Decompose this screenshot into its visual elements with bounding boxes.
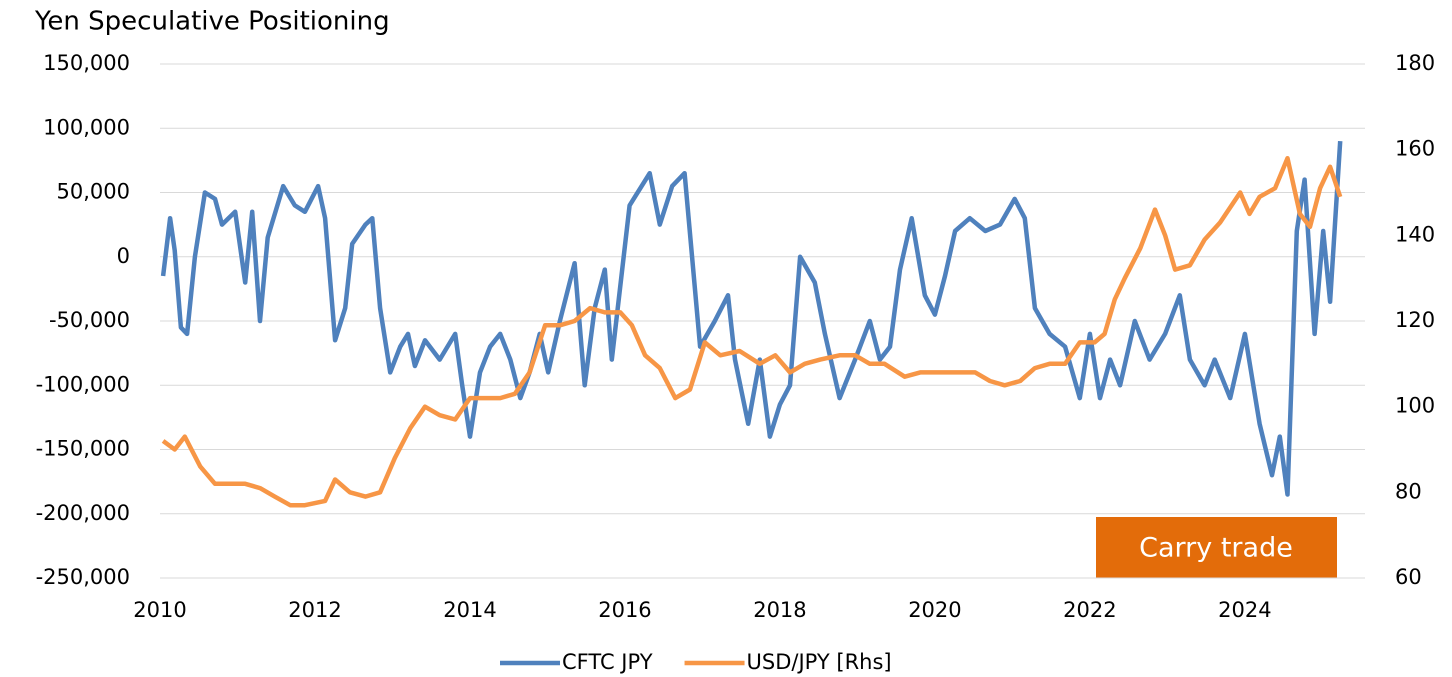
y-tick-label: -100,000: [36, 372, 130, 396]
x-tick-label: 2020: [908, 598, 961, 622]
y-tick-label: -50,000: [49, 308, 130, 332]
x-tick-label: 2022: [1063, 598, 1116, 622]
series-line: [161, 155, 1343, 508]
legend-label: CFTC JPY: [562, 650, 653, 674]
y2-tick-label: 120: [1395, 308, 1435, 332]
y-tick-label: 0: [117, 244, 130, 268]
y-tick-label: 150,000: [43, 51, 130, 75]
y-tick-label: -250,000: [36, 565, 130, 589]
x-tick-label: 2016: [598, 598, 651, 622]
annotation-box: [1096, 517, 1337, 578]
x-tick-label: 2012: [288, 598, 341, 622]
legend-label: USD/JPY [Rhs]: [747, 650, 892, 674]
y2-tick-label: 100: [1395, 394, 1435, 418]
x-tick-label: 2014: [443, 598, 496, 622]
y2-tick-label: 60: [1395, 565, 1422, 589]
y-tick-label: 100,000: [43, 115, 130, 139]
chart-title: Yen Speculative Positioning: [34, 7, 390, 37]
y2-tick-label: 160: [1395, 137, 1435, 161]
x-tick-label: 2010: [133, 598, 186, 622]
x-tick-label: 2024: [1218, 598, 1271, 622]
x-tick-label: 2018: [753, 598, 806, 622]
y-tick-label: -150,000: [36, 437, 130, 461]
series-line: [160, 140, 1343, 497]
y2-tick-label: 80: [1395, 479, 1422, 503]
y-tick-label: -200,000: [36, 501, 130, 525]
annotation: Carry trade: [1139, 533, 1293, 564]
y-tick-label: 50,000: [57, 180, 130, 204]
y2-tick-label: 140: [1395, 222, 1435, 246]
y2-tick-label: 180: [1395, 51, 1435, 75]
